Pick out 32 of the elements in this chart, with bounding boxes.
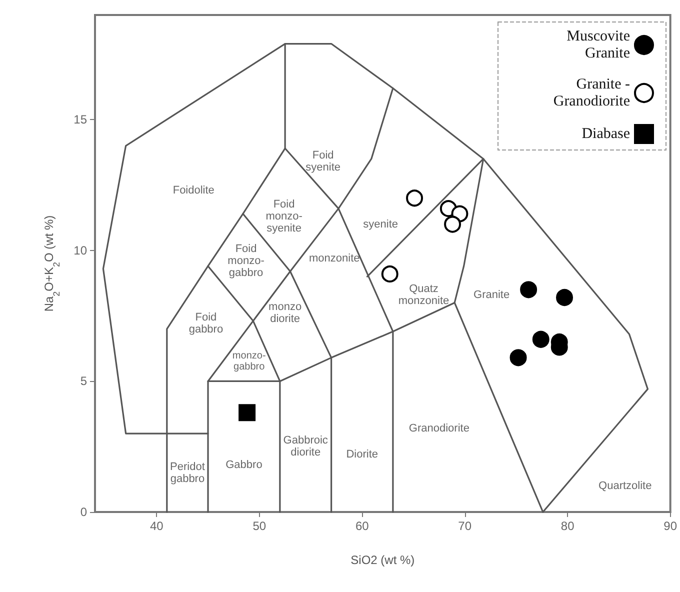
y-axis-title: Na2O+K2O (wt %) <box>42 215 62 312</box>
x-axis-title: SiO2 (wt %) <box>350 553 415 567</box>
x-tick-label: 50 <box>252 519 266 533</box>
annotation: Peridot gabbro <box>170 460 205 485</box>
annotation: Gabbroic diorite <box>283 434 328 459</box>
annotation: Foid monzo- syenite <box>266 198 303 234</box>
annotation: Diorite <box>346 448 378 460</box>
annotation: Foid syenite <box>306 149 341 174</box>
annotation: Foid gabbro <box>188 312 224 336</box>
y-tick-label: 0 <box>80 505 88 519</box>
legend-label: Muscovite Granite <box>566 28 630 62</box>
x-tick-label: 80 <box>560 519 575 533</box>
x-tick-label: 40 <box>150 519 164 533</box>
annotation: syenite <box>363 218 398 230</box>
x-tick-label: 70 <box>458 519 472 533</box>
annotation: Foid monzo- gabbro <box>228 242 265 279</box>
annotation: Quartzolite <box>598 480 652 492</box>
annotation: Granodiorite <box>408 422 470 434</box>
annotation: Granite <box>474 288 510 301</box>
annotation: Quatz monzonite <box>398 282 450 307</box>
x-tick-label: 90 <box>664 519 678 533</box>
annotation: Gabbro <box>226 458 262 471</box>
y-tick-label: 15 <box>74 112 88 127</box>
annotation: Foidolite <box>172 184 214 196</box>
annotation: monzo- gabbro <box>232 350 266 373</box>
y-tick-label: 5 <box>80 374 88 388</box>
annotation: monzonite <box>308 252 360 264</box>
y-tick-label: 10 <box>74 243 88 258</box>
legend-label: Granite - Granodiorite <box>553 76 630 110</box>
x-tick-label: 60 <box>355 519 370 533</box>
annotation: monzo diorite <box>268 301 302 326</box>
legend-label: Diabase <box>582 126 630 142</box>
